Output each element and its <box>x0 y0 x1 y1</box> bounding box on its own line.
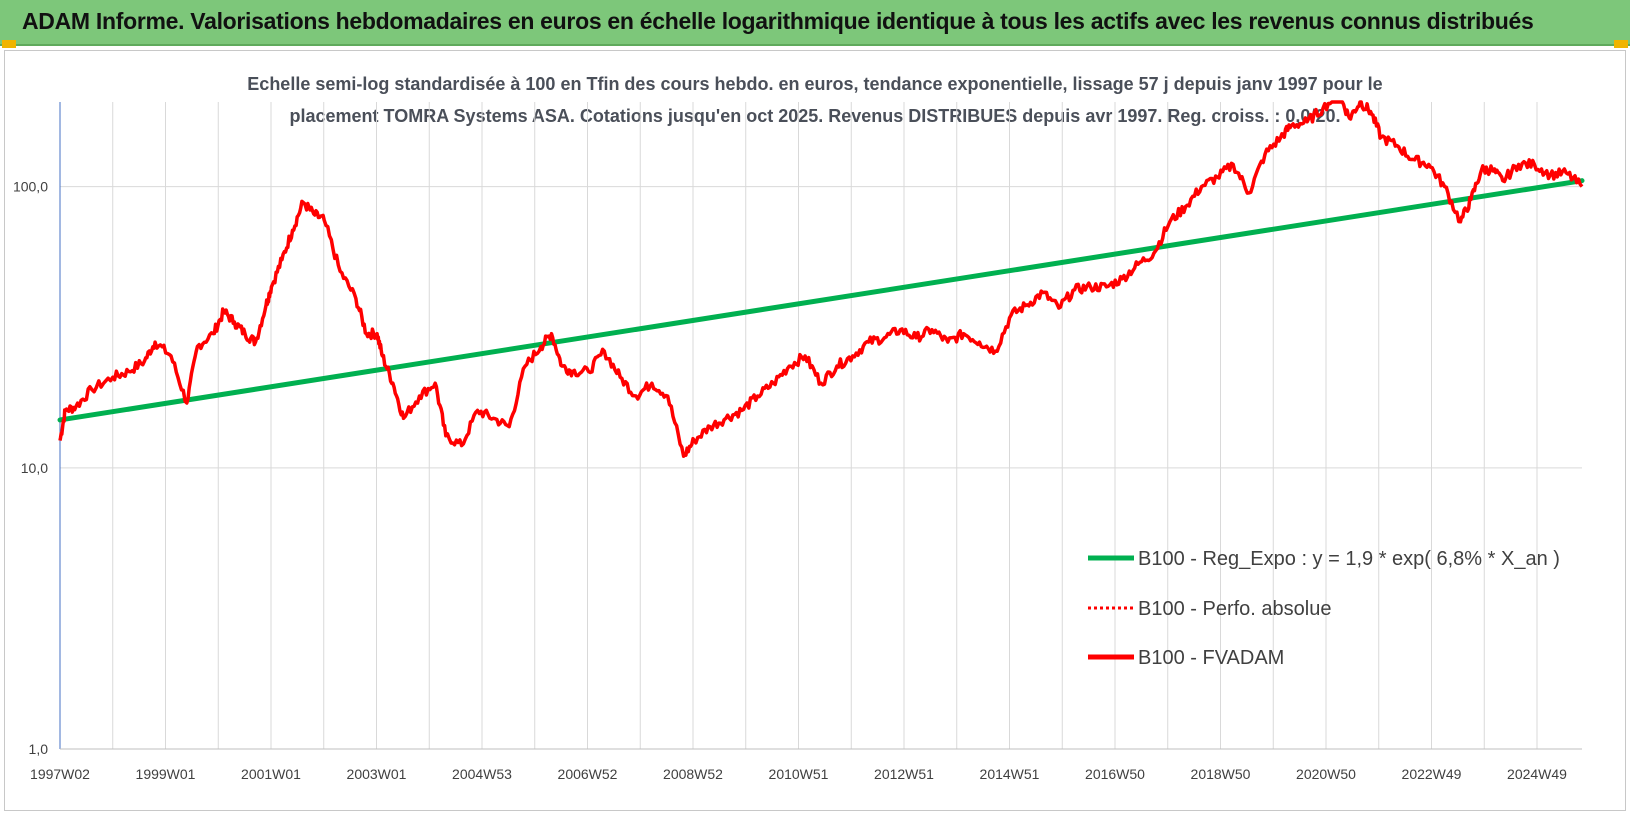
series-fvadam-line <box>58 100 1584 458</box>
y-tick-label: 1,0 <box>29 741 49 757</box>
y-tick-label: 100,0 <box>13 179 48 195</box>
x-tick-label: 2012W51 <box>874 766 934 782</box>
corner-marker-right <box>1614 40 1628 48</box>
series-lines <box>57 100 1585 458</box>
x-tick-label: 2001W01 <box>241 766 301 782</box>
x-tick-label: 2003W01 <box>347 766 407 782</box>
legend-label: B100 - FVADAM <box>1138 647 1284 669</box>
x-tick-label: 2018W50 <box>1191 766 1251 782</box>
x-tick-label: 2006W52 <box>558 766 618 782</box>
grid-lines <box>59 102 1582 750</box>
series-reg-expo-line <box>57 178 1585 423</box>
y-tick-label: 10,0 <box>21 460 48 476</box>
x-tick-label: 2016W50 <box>1085 766 1145 782</box>
chart-frame <box>4 50 1626 811</box>
x-tick-label: 1999W01 <box>136 766 196 782</box>
page-title: ADAM Informe. Valorisations hebdomadaire… <box>22 8 1534 34</box>
axes: 1,0 10,0 100,0 1997W02 1999W01 2001W01 2003W01… <box>13 102 1582 782</box>
x-tick-label: 2014W51 <box>980 766 1040 782</box>
x-tick-label: 2008W52 <box>663 766 723 782</box>
chart-subtitle-line2: placement TOMRA Systems ASA. Cotations j… <box>290 106 1341 126</box>
legend-label: B100 - Perfo. absolue <box>1138 598 1331 620</box>
x-tick-label: 2010W51 <box>769 766 829 782</box>
corner-marker-left <box>2 40 16 48</box>
x-tick-label: 2024W49 <box>1507 766 1567 782</box>
header-bar: ADAM Informe. Valorisations hebdomadaire… <box>0 0 1630 46</box>
x-tick-label: 2004W53 <box>452 766 512 782</box>
chart-subtitle-line1: Echelle semi-log standardisée à 100 en T… <box>247 74 1382 94</box>
x-tick-label: 2020W50 <box>1296 766 1356 782</box>
legend: B100 - Reg_Expo : y = 1,9 * exp( 6,8% * … <box>1088 548 1560 669</box>
x-tick-label: 2022W49 <box>1402 766 1462 782</box>
legend-label: B100 - Reg_Expo : y = 1,9 * exp( 6,8% * … <box>1138 548 1560 570</box>
x-tick-label: 1997W02 <box>30 766 90 782</box>
